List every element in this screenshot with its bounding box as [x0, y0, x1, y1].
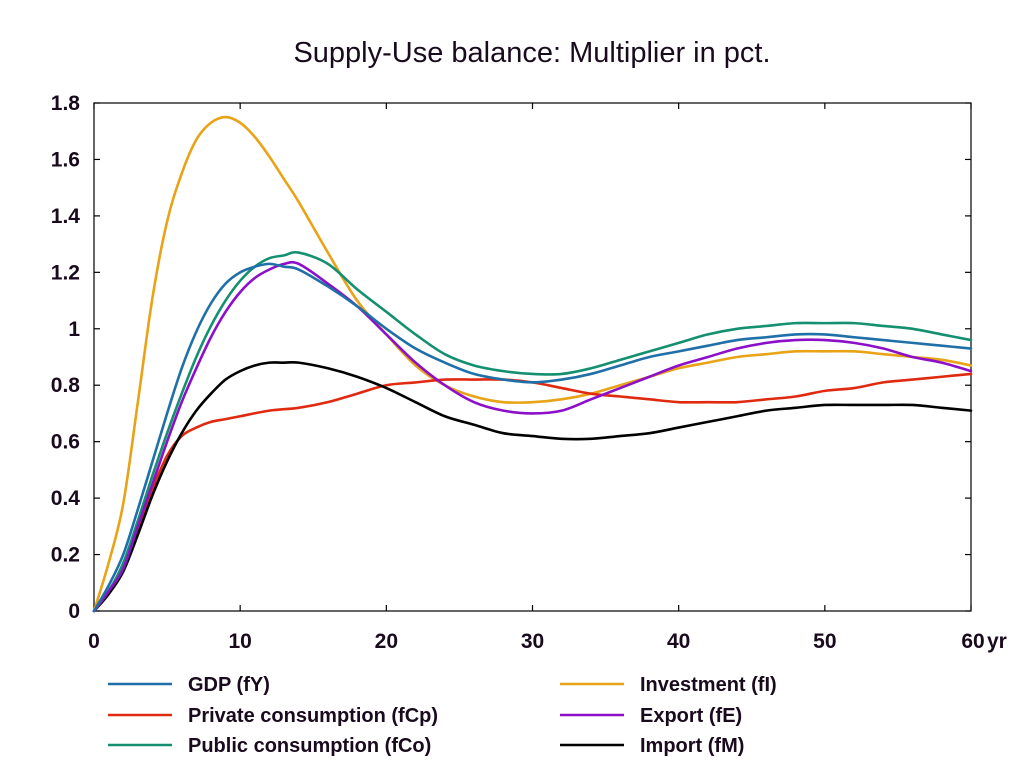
- x-axis: 0 10 20 30 40 50 60 yr: [88, 103, 1007, 653]
- x-tick-label: 20: [375, 630, 398, 653]
- legend-label: Investment (fI): [640, 674, 777, 696]
- y-tick-label: 1.2: [51, 261, 80, 284]
- y-tick-label: 0: [68, 600, 80, 623]
- legend-label: Import (fM): [640, 735, 744, 757]
- plot-border: [93, 102, 972, 612]
- legend-item: Investment (fI): [560, 674, 777, 696]
- y-tick-label: 1: [68, 318, 80, 341]
- series-lines: [92, 115, 973, 613]
- legend-label: Private consumption (fCp): [188, 705, 438, 727]
- series-line-public-consumption-fco: [92, 250, 973, 613]
- y-tick-label: 1.4: [51, 205, 81, 228]
- legend-label: Export (fE): [640, 705, 742, 727]
- series-line-private-consumption-fcp: [92, 372, 973, 613]
- x-tick-label: 0: [88, 630, 100, 653]
- y-tick-label: 1.8: [51, 92, 81, 115]
- legend-item: Export (fE): [560, 705, 742, 727]
- legend-label: GDP (fY): [188, 674, 270, 696]
- series-line-investment-fi: [92, 115, 973, 613]
- chart-title: Supply-Use balance: Multiplier in pct.: [293, 37, 770, 69]
- legend-item: GDP (fY): [108, 674, 270, 696]
- plot-frame: [93, 102, 972, 612]
- x-tick-label: 50: [813, 630, 836, 653]
- series-line-export-fe: [92, 260, 973, 613]
- series-line-import-fm: [92, 360, 973, 613]
- x-tick-label: 40: [667, 630, 690, 653]
- y-tick-label: 0.2: [51, 544, 80, 567]
- x-tick-label: 30: [521, 630, 544, 653]
- series-line-gdp-fy: [92, 262, 973, 613]
- y-axis: 0 0.2 0.4 0.6 0.8 1 1.2 1.4 1.6 1.8: [51, 92, 971, 623]
- legend-item: Public consumption (fCo): [108, 735, 431, 757]
- x-unit-label: yr: [987, 630, 1007, 653]
- x-tick-label: 60: [961, 630, 984, 653]
- y-tick-label: 0.8: [51, 374, 81, 397]
- legend-item: Private consumption (fCp): [108, 705, 438, 727]
- chart-legend: GDP (fY) Investment (fI) Private consumpti…: [108, 674, 777, 757]
- legend-label: Public consumption (fCo): [188, 735, 431, 757]
- legend-item: Import (fM): [560, 735, 744, 757]
- y-tick-label: 0.6: [51, 431, 80, 454]
- x-tick-label: 10: [228, 630, 251, 653]
- y-tick-label: 1.6: [51, 148, 80, 171]
- y-tick-label: 0.4: [51, 487, 81, 510]
